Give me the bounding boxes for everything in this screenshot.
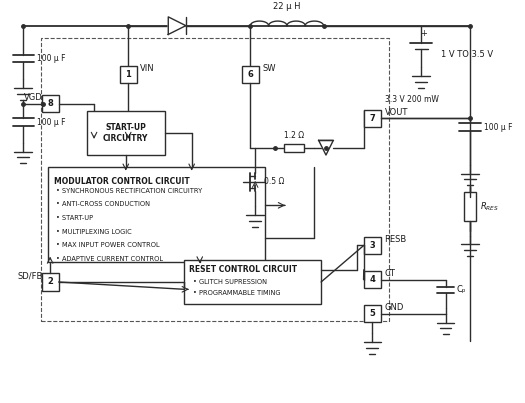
Text: RESB: RESB: [385, 235, 407, 244]
Text: +: +: [420, 29, 427, 38]
FancyBboxPatch shape: [184, 260, 321, 304]
Text: 22 μ H: 22 μ H: [273, 2, 301, 11]
Text: 100 μ F: 100 μ F: [484, 123, 512, 132]
Text: 7: 7: [370, 114, 375, 123]
Text: 1: 1: [125, 70, 131, 79]
Text: VIN: VIN: [140, 64, 155, 73]
Text: • ADAPTIVE CURRENT CONTROL: • ADAPTIVE CURRENT CONTROL: [57, 256, 163, 262]
Text: • MAX INPUT POWER CONTROL: • MAX INPUT POWER CONTROL: [57, 243, 160, 248]
FancyBboxPatch shape: [48, 167, 265, 262]
FancyBboxPatch shape: [465, 197, 475, 219]
Text: 6: 6: [247, 70, 253, 79]
Text: $R_{RES}$: $R_{RES}$: [480, 200, 499, 212]
Text: SW: SW: [262, 64, 276, 73]
Text: 5: 5: [370, 309, 375, 318]
Text: 3: 3: [370, 241, 375, 250]
Polygon shape: [319, 140, 333, 155]
FancyBboxPatch shape: [464, 192, 476, 221]
Text: • PROGRAMMABLE TIMING: • PROGRAMMABLE TIMING: [193, 290, 281, 296]
FancyBboxPatch shape: [41, 95, 59, 112]
Text: • START-UP: • START-UP: [57, 215, 93, 221]
Text: • GLITCH SUPRESSION: • GLITCH SUPRESSION: [193, 278, 267, 285]
FancyBboxPatch shape: [242, 66, 259, 83]
Text: START-UP: START-UP: [106, 123, 146, 132]
Text: 100 μ F: 100 μ F: [37, 118, 66, 127]
Text: MODULATOR CONTROL CIRCUIT: MODULATOR CONTROL CIRCUIT: [54, 177, 190, 186]
FancyBboxPatch shape: [120, 66, 137, 83]
Text: VOUT: VOUT: [385, 108, 408, 117]
Text: 1 V TO 3.5 V: 1 V TO 3.5 V: [440, 50, 493, 60]
Text: 4: 4: [370, 275, 375, 284]
Text: 1.2 Ω: 1.2 Ω: [284, 131, 304, 140]
FancyBboxPatch shape: [364, 237, 381, 254]
Text: 2: 2: [47, 278, 53, 287]
Text: • SYNCHRONOUS RECTIFICATION CIRCUITRY: • SYNCHRONOUS RECTIFICATION CIRCUITRY: [57, 188, 203, 194]
Text: VGD: VGD: [24, 93, 43, 102]
Text: GND: GND: [385, 303, 404, 312]
Text: • MULTIPLEXING LOGIC: • MULTIPLEXING LOGIC: [57, 229, 132, 235]
Text: CIRCUITRY: CIRCUITRY: [103, 135, 149, 143]
FancyBboxPatch shape: [364, 271, 381, 288]
FancyBboxPatch shape: [364, 110, 381, 127]
FancyBboxPatch shape: [364, 305, 381, 322]
Text: CT: CT: [385, 269, 395, 278]
FancyBboxPatch shape: [41, 274, 59, 291]
Text: • ANTI-CROSS CONDUCTION: • ANTI-CROSS CONDUCTION: [57, 202, 151, 208]
Text: RESET CONTROL CIRCUIT: RESET CONTROL CIRCUIT: [189, 265, 297, 274]
FancyBboxPatch shape: [285, 144, 304, 152]
Polygon shape: [169, 17, 186, 34]
Text: 0.5 Ω: 0.5 Ω: [264, 177, 285, 187]
Text: SD/FB: SD/FB: [17, 272, 43, 280]
FancyBboxPatch shape: [87, 111, 165, 155]
Text: 100 μ F: 100 μ F: [37, 54, 66, 63]
Text: 8: 8: [47, 99, 53, 108]
Text: Cₚ: Cₚ: [456, 285, 466, 294]
Text: 3.3 V 200 mW: 3.3 V 200 mW: [385, 96, 438, 104]
